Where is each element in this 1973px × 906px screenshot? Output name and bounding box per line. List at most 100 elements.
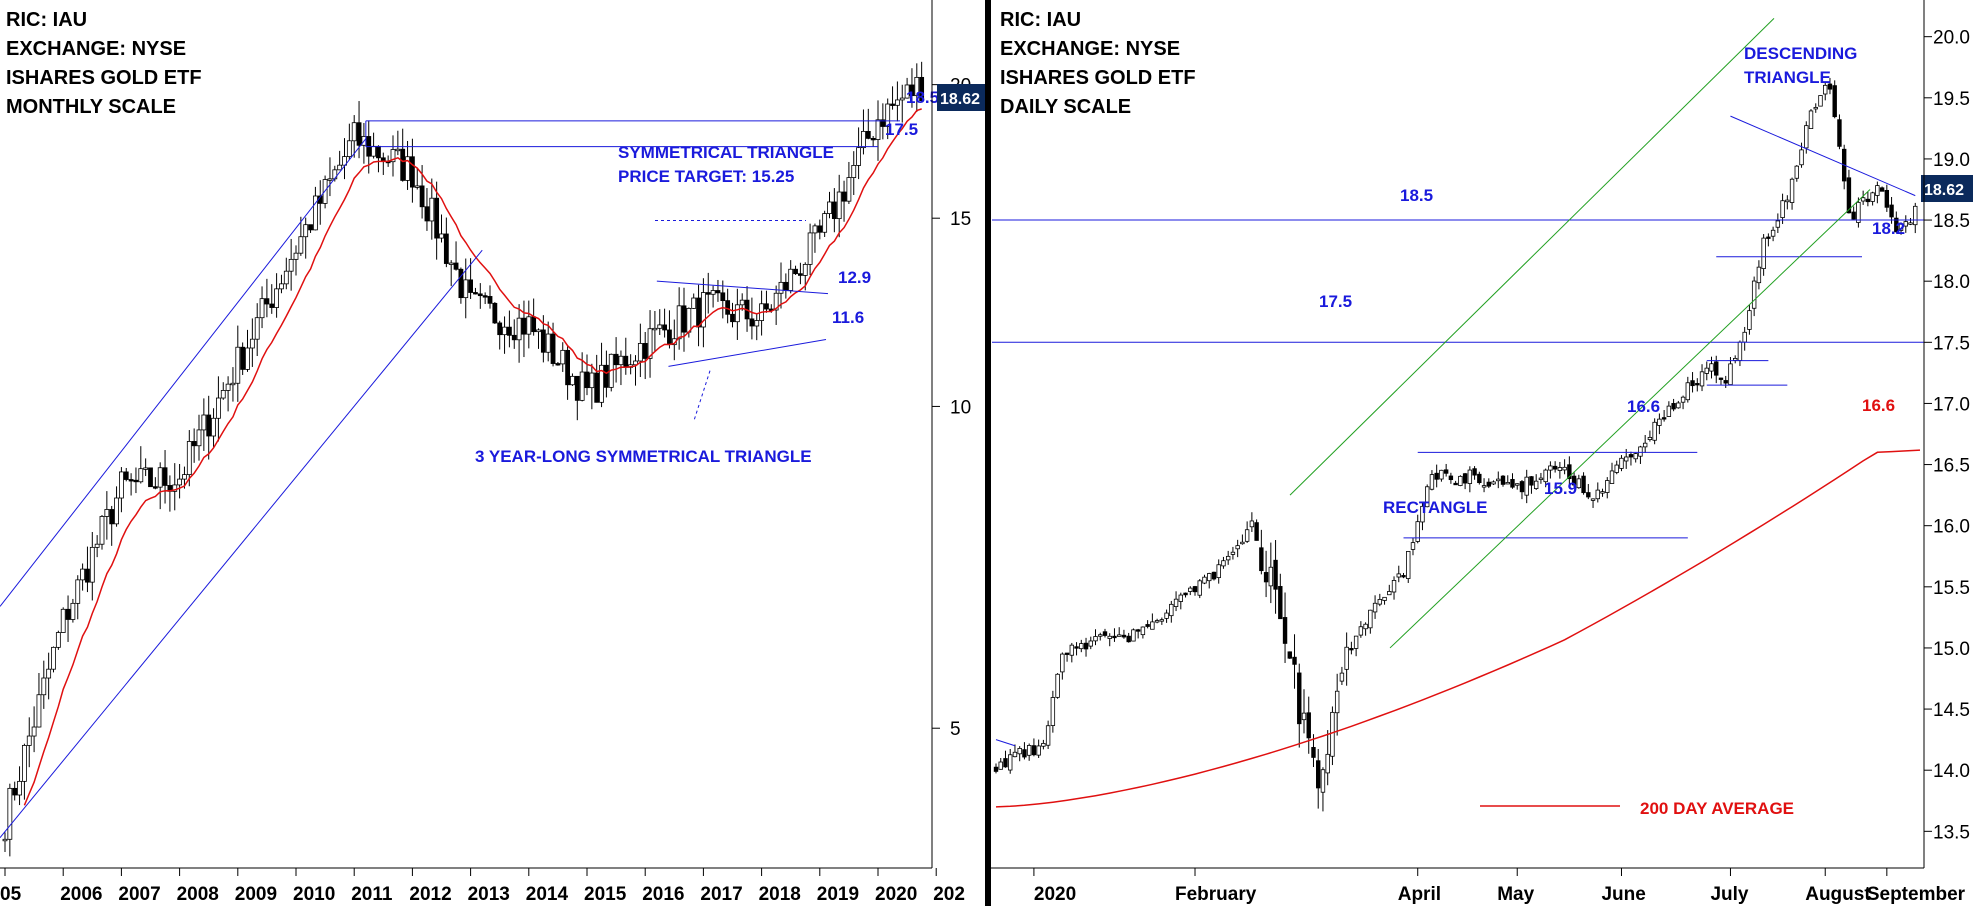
monthly-candle bbox=[245, 329, 250, 372]
monthly-trend-lines bbox=[0, 120, 900, 838]
daily-candle bbox=[1173, 591, 1179, 612]
daily-candle bbox=[1538, 472, 1544, 484]
monthly-candle bbox=[560, 342, 566, 372]
monthly-candle bbox=[570, 373, 575, 386]
daily-candle bbox=[1458, 475, 1463, 487]
monthly-candle bbox=[642, 331, 648, 380]
daily-candle bbox=[1410, 537, 1416, 556]
annotation-descending: DESCENDING bbox=[1744, 44, 1857, 63]
monthly-candle bbox=[41, 660, 47, 709]
annotation-rectangle: RECTANGLE bbox=[1383, 498, 1488, 517]
monthly-candle bbox=[448, 260, 454, 287]
daily-candle bbox=[1846, 169, 1852, 214]
monthly-candle bbox=[400, 128, 406, 182]
monthly-candle bbox=[846, 161, 852, 204]
daily-y-tick-label: 18.5 bbox=[1933, 211, 1970, 232]
daily-candle bbox=[1823, 82, 1828, 101]
daily-candle bbox=[1600, 488, 1605, 497]
monthly-candle bbox=[817, 219, 823, 240]
monthly-candle bbox=[293, 245, 299, 276]
monthly-candle bbox=[55, 630, 61, 650]
monthly-last-price: 18.62 bbox=[940, 91, 980, 108]
monthly-candle bbox=[196, 414, 202, 461]
daily-200-day-average bbox=[995, 449, 1921, 808]
monthly-x-tick-label: 2018 bbox=[759, 884, 801, 905]
monthly-candle bbox=[376, 145, 381, 173]
daily-chart-panel: RIC: IAU EXCHANGE: NYSE ISHARES GOLD ETF… bbox=[992, 9, 1973, 905]
daily-level-label-17-5: 17.5 bbox=[1319, 292, 1352, 311]
triangle-top-line bbox=[1730, 115, 1916, 197]
daily-candle bbox=[1344, 632, 1349, 686]
daily-candle bbox=[1112, 628, 1117, 642]
daily-candle bbox=[1401, 572, 1406, 579]
monthly-candle bbox=[395, 130, 401, 156]
daily-candle bbox=[1619, 455, 1624, 472]
green-channel-lower bbox=[1389, 189, 1871, 649]
monthly-y-tick-label: 15 bbox=[950, 209, 971, 230]
daily-candle bbox=[1017, 746, 1022, 762]
daily-candle bbox=[1183, 592, 1188, 598]
daily-candle bbox=[1723, 375, 1728, 388]
monthly-candle bbox=[405, 140, 410, 190]
daily-candle bbox=[1453, 480, 1458, 486]
daily-candle bbox=[1434, 464, 1439, 488]
daily-candle bbox=[1320, 767, 1326, 812]
daily-candle bbox=[1202, 574, 1207, 585]
daily-candle bbox=[1420, 501, 1425, 531]
monthly-candle bbox=[298, 216, 304, 256]
daily-candle bbox=[1557, 461, 1563, 479]
monthly-candle bbox=[70, 598, 76, 623]
monthly-x-tick-label: 2020 bbox=[875, 884, 917, 905]
daily-candle bbox=[1543, 468, 1548, 488]
monthly-x-tick-label: 2017 bbox=[700, 884, 742, 905]
monthly-candle bbox=[807, 223, 813, 276]
monthly-candle bbox=[2, 832, 8, 853]
daily-candle bbox=[1552, 461, 1558, 473]
daily-candle bbox=[1415, 514, 1420, 544]
monthly-candle bbox=[215, 376, 221, 442]
monthly-candle bbox=[157, 462, 163, 510]
panel-frames bbox=[0, 0, 1925, 906]
triangle-upper-line bbox=[656, 280, 829, 295]
daily-candle bbox=[1903, 215, 1908, 233]
daily-candle bbox=[1339, 666, 1345, 685]
annotation-triangle: TRIANGLE bbox=[1744, 68, 1831, 87]
daily-candle bbox=[1140, 626, 1146, 639]
monthly-candle bbox=[279, 274, 284, 294]
monthly-candle bbox=[51, 646, 56, 673]
daily-y-tick-label: 14.0 bbox=[1933, 761, 1970, 782]
daily-candle bbox=[1609, 462, 1615, 484]
monthly-candle bbox=[235, 325, 241, 402]
monthly-chart-panel: RIC: IAU EXCHANGE: NYSE ISHARES GOLD ETF… bbox=[0, 9, 987, 905]
monthly-candle bbox=[409, 138, 415, 203]
daily-candle bbox=[1391, 576, 1397, 600]
monthly-candle bbox=[473, 287, 478, 295]
daily-candle bbox=[1325, 730, 1330, 786]
daily-candle bbox=[1353, 635, 1359, 657]
average-value-label: 16.6 bbox=[1862, 396, 1895, 415]
daily-candle bbox=[1680, 395, 1686, 410]
monthly-candle bbox=[264, 278, 270, 318]
daily-candle bbox=[1079, 639, 1084, 653]
daily-candle bbox=[1633, 452, 1638, 463]
monthly-candle bbox=[443, 217, 449, 268]
monthly-x-tick-label: 2008 bbox=[177, 884, 219, 905]
monthly-candle bbox=[875, 100, 881, 161]
daily-candle bbox=[1102, 628, 1108, 638]
monthly-candle bbox=[487, 285, 493, 309]
daily-candle bbox=[1169, 600, 1174, 623]
monthly-candle bbox=[555, 362, 561, 366]
monthly-moving-average bbox=[23, 108, 922, 806]
monthly-x-tick-label: 2016 bbox=[642, 884, 684, 905]
monthly-candle bbox=[327, 157, 333, 197]
daily-candle bbox=[1770, 226, 1776, 242]
monthly-x-axis: 05 2006 2007 2008 2009 2010 2011 2012 2013 2014 20… bbox=[0, 868, 965, 905]
daily-candle bbox=[1330, 706, 1335, 766]
daily-candle bbox=[1780, 193, 1785, 224]
monthly-candle bbox=[773, 285, 779, 325]
daily-candle bbox=[1221, 556, 1226, 569]
daily-candle bbox=[1443, 463, 1449, 477]
monthly-candle bbox=[99, 515, 105, 550]
monthly-candle bbox=[201, 398, 207, 451]
daily-candle bbox=[1088, 636, 1093, 650]
